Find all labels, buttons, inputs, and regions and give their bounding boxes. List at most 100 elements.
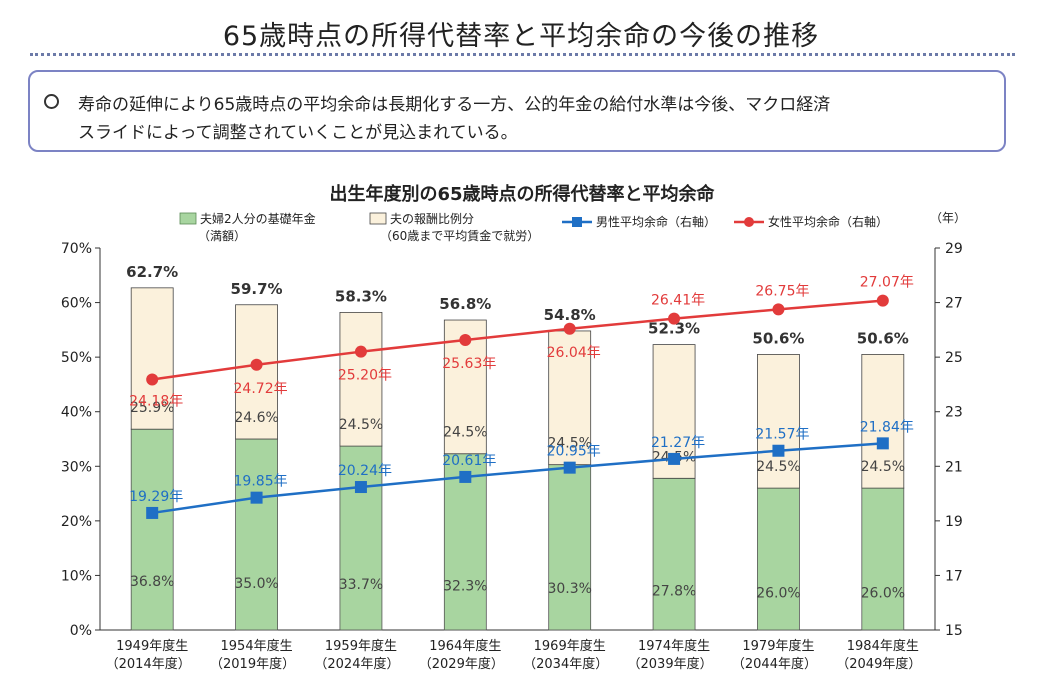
male-life-expectancy-label: 20.95年	[547, 444, 601, 460]
left-axis-tick-label: 20%	[61, 514, 92, 530]
bar-earnings-related	[339, 311, 383, 447]
bar-basic-pension-label: 26.0%	[756, 586, 800, 602]
left-axis-tick-label: 50%	[61, 350, 92, 366]
bar-total-label: 56.8%	[439, 295, 491, 313]
right-axis-tick-label: 19	[945, 514, 963, 530]
category-label: 1964年度生	[429, 638, 501, 654]
left-axis-tick-label: 0%	[70, 623, 92, 639]
title-divider	[30, 53, 1015, 56]
left-axis-tick-label: 10%	[61, 568, 92, 584]
legend-swatch-basic-pension	[179, 212, 197, 225]
category-sublabel: （2039年度）	[628, 656, 713, 672]
right-axis-tick-label: 29	[945, 241, 963, 257]
bar-total-label: 50.6%	[752, 329, 804, 347]
male-life-expectancy-point	[563, 461, 576, 474]
female-life-expectancy-point	[250, 358, 263, 371]
category-sublabel: （2014年度）	[106, 656, 191, 672]
male-life-expectancy-label: 21.57年	[755, 427, 809, 443]
category-sublabel: （2019年度）	[210, 656, 295, 672]
bar-basic-pension-label: 26.0%	[861, 586, 905, 602]
bar-basic-pension	[757, 487, 800, 631]
category-sublabel: （2024年度）	[314, 656, 399, 672]
male-life-expectancy-label: 21.27年	[651, 435, 705, 451]
legend-label-earnings-related: 夫の報酬比例分	[390, 212, 474, 226]
bar-basic-pension	[130, 428, 174, 631]
bar-basic-pension-label: 32.3%	[443, 579, 487, 595]
female-life-expectancy-point	[459, 333, 472, 346]
legend-sublabel-basic-pension: （満額）	[198, 229, 246, 243]
male-life-expectancy-label: 21.84年	[860, 419, 914, 435]
bar-basic-pension	[652, 477, 696, 631]
category-label: 1949年度生	[116, 638, 188, 654]
bar-basic-pension	[861, 487, 905, 631]
summary-box: 寿命の延伸により65歳時点の平均余命は長期化する一方、公的年金の給付水準は今後、…	[28, 70, 1006, 152]
legend-label-basic-pension: 夫婦2人分の基礎年金	[200, 211, 316, 226]
bar-total-label: 50.6%	[857, 329, 909, 347]
bar-basic-pension-label: 33.7%	[339, 577, 383, 593]
female-life-expectancy-line	[152, 299, 883, 381]
male-life-expectancy-point	[668, 452, 681, 465]
bar-basic-pension	[548, 464, 592, 631]
bar-earnings-related	[130, 287, 174, 430]
legend-label-male: 男性平均余命（右軸）	[596, 214, 716, 229]
category-sublabel: （2044年度）	[732, 656, 817, 672]
male-life-expectancy-point	[146, 506, 159, 519]
bar-earnings-related-label: 24.5%	[861, 459, 905, 475]
male-life-expectancy-point	[876, 437, 889, 450]
female-life-expectancy-point	[354, 345, 367, 358]
chart-title: 出生年度別の65歳時点の所得代替率と平均余命	[329, 183, 715, 205]
right-axis-tick-label: 25	[945, 350, 963, 366]
female-life-expectancy-label: 26.41年	[651, 293, 705, 309]
bar-basic-pension	[235, 438, 278, 631]
category-sublabel: （2034年度）	[523, 656, 608, 672]
right-axis-tick-label: 21	[945, 459, 963, 475]
category-label: 1954年度生	[221, 638, 293, 654]
bar-earnings-related	[861, 354, 905, 489]
legend-label-female: 女性平均余命（右軸）	[768, 214, 888, 229]
male-life-expectancy-label: 20.24年	[338, 463, 392, 479]
bar-basic-pension	[339, 445, 383, 631]
category-sublabel: （2049年度）	[836, 656, 921, 672]
female-life-expectancy-label: 24.18年	[129, 394, 183, 410]
bar-total-label: 54.8%	[544, 306, 596, 324]
male-life-expectancy-point	[772, 444, 785, 457]
bar-total-label: 59.7%	[231, 280, 283, 298]
category-label: 1984年度生	[847, 638, 919, 654]
bar-earnings-related-label: 24.5%	[339, 417, 383, 433]
bar-earnings-related	[235, 304, 278, 440]
bar-total-label: 52.3%	[648, 320, 700, 338]
bullet-circle-icon	[44, 94, 59, 109]
right-axis-unit: （年）	[930, 211, 966, 225]
category-label: 1974年度生	[638, 638, 710, 654]
bar-earnings-related	[548, 330, 592, 466]
bar-earnings-related-label: 24.5%	[443, 425, 487, 441]
page-title: 65歳時点の所得代替率と平均余命の今後の推移	[222, 21, 820, 52]
bar-earnings-related	[757, 354, 800, 489]
bar-basic-pension-label: 30.3%	[547, 581, 591, 597]
female-life-expectancy-label: 27.07年	[860, 275, 914, 291]
male-life-expectancy-point	[354, 481, 367, 494]
legend-sublabel-earnings-related: （60歳まで平均賃金で就労）	[380, 228, 539, 243]
male-life-expectancy-label: 20.61年	[442, 453, 496, 469]
right-axis-tick-label: 27	[945, 296, 963, 312]
bar-total-label: 62.7%	[126, 263, 178, 281]
left-axis-tick-label: 40%	[61, 405, 92, 421]
bar-basic-pension-label: 35.0%	[234, 576, 278, 592]
legend-marker-female	[744, 217, 754, 227]
bar-earnings-related-label: 24.5%	[756, 459, 800, 475]
left-axis-tick-label: 30%	[61, 459, 92, 475]
female-life-expectancy-point	[146, 373, 159, 386]
female-life-expectancy-point	[876, 294, 889, 307]
bar-basic-pension-label: 27.8%	[652, 584, 696, 600]
right-axis-tick-label: 17	[945, 568, 963, 584]
male-life-expectancy-line	[152, 442, 883, 515]
female-life-expectancy-label: 26.04年	[547, 345, 601, 361]
category-label: 1969年度生	[534, 638, 606, 654]
female-life-expectancy-label: 26.75年	[755, 283, 809, 299]
male-life-expectancy-label: 19.85年	[234, 474, 288, 490]
right-axis-tick-label: 23	[945, 405, 963, 421]
plot-area: 0% 10% 20% 30% 40% 50% 60% 70% 15 17 19 21 23 25 27 29 6…	[61, 241, 963, 672]
legend-swatch-earnings-related	[369, 212, 387, 225]
bar-total-label: 58.3%	[335, 287, 387, 305]
summary-line-2: スライドによって調整されていくことが見込まれている。	[78, 123, 518, 143]
